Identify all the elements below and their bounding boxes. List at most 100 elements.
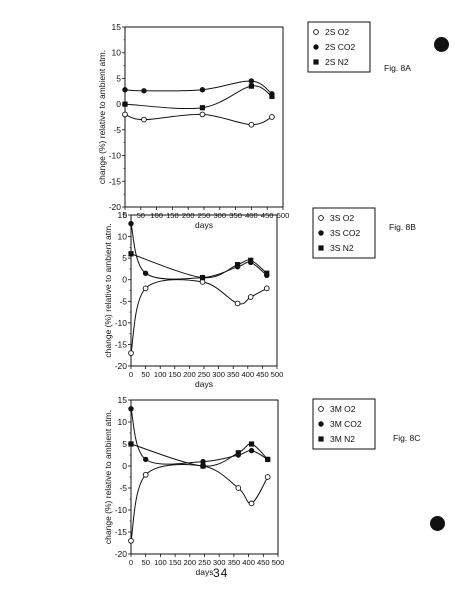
y-tick-label: -5 [119, 483, 127, 493]
series-line-1 [130, 279, 268, 354]
legend-marker [313, 29, 319, 35]
legend-marker [313, 44, 319, 50]
x-tick-label: 50 [141, 558, 149, 567]
y-tick-label: -20 [109, 202, 122, 212]
legend-marker [318, 436, 324, 442]
data-point [141, 88, 147, 94]
data-point [248, 500, 255, 507]
x-tick-label: 100 [154, 558, 167, 567]
data-point [128, 251, 134, 257]
x-tick-label: 0 [129, 558, 133, 567]
data-point [122, 111, 128, 118]
data-point [265, 456, 271, 462]
y-tick-label: -20 [115, 549, 128, 559]
series-line-3 [130, 253, 268, 279]
y-tick-label: -10 [115, 318, 128, 328]
data-point [247, 294, 254, 300]
y-tick-label: 10 [112, 48, 122, 58]
y-tick-label: -10 [109, 151, 122, 161]
y-tick-label: 15 [118, 395, 128, 405]
x-tick-label: 0 [123, 211, 127, 220]
x-axis-label: days [195, 220, 213, 230]
data-point [128, 537, 134, 544]
x-tick-label: 350 [227, 370, 240, 379]
x-tick-label: 150 [169, 558, 182, 567]
data-point [248, 257, 254, 263]
y-tick-label: -15 [109, 176, 122, 186]
y-tick-label: -15 [115, 527, 128, 537]
punch-hole-bottom [430, 516, 445, 531]
x-tick-label: 250 [198, 558, 211, 567]
y-tick-label: 10 [118, 232, 128, 242]
x-tick-label: 500 [277, 211, 290, 220]
data-point [128, 350, 134, 356]
data-point [122, 101, 128, 107]
x-tick-label: 350 [228, 558, 241, 567]
series-line-3 [124, 85, 273, 110]
series-line-3 [130, 443, 269, 467]
legend-entry: 2S O2 [325, 27, 349, 37]
legend-marker [318, 215, 324, 221]
y-tick-label: -20 [115, 361, 128, 371]
data-point [199, 274, 206, 281]
y-tick-label: 15 [112, 22, 122, 32]
y-tick-label: 5 [122, 253, 127, 263]
legend-entry: 3M O2 [330, 404, 356, 414]
legend-marker [313, 59, 319, 65]
data-point [248, 441, 255, 447]
x-tick-label: 300 [212, 370, 225, 379]
data-point [128, 220, 134, 227]
data-point [234, 262, 241, 268]
y-axis-label: change (%) relative to ambient atm. [97, 50, 107, 184]
data-point [141, 116, 147, 123]
figure-label: Fig. 8B [389, 222, 416, 232]
series-line-2 [130, 408, 268, 465]
y-tick-label: -10 [115, 505, 128, 515]
data-point [200, 463, 206, 469]
data-point [128, 406, 134, 412]
data-point [235, 485, 242, 491]
data-point [264, 270, 270, 276]
y-tick-label: 0 [122, 275, 127, 285]
data-point [248, 447, 255, 454]
y-tick-label: 0 [122, 461, 127, 471]
series-line-2 [130, 223, 268, 280]
x-axis-label: days [195, 379, 213, 389]
data-point [122, 87, 128, 93]
y-tick-label: 5 [116, 73, 121, 83]
data-point [269, 93, 275, 100]
plot-frame [130, 399, 279, 555]
data-point [235, 450, 241, 456]
x-tick-label: 200 [183, 370, 196, 379]
data-point [199, 87, 206, 93]
legend-entry: 3M CO2 [330, 419, 362, 429]
x-tick-label: 300 [213, 558, 226, 567]
data-point [248, 83, 254, 89]
x-axis-label: days [196, 567, 214, 577]
x-tick-label: 500 [271, 370, 284, 379]
x-tick-label: 450 [257, 558, 270, 567]
data-point [142, 270, 149, 276]
legend-entry: 3S N2 [330, 243, 354, 253]
x-tick-label: 100 [154, 370, 167, 379]
x-tick-label: 0 [129, 370, 133, 379]
x-tick-label: 50 [141, 370, 149, 379]
y-tick-label: -5 [113, 125, 121, 135]
legend-entry: 3M N2 [330, 434, 355, 444]
legend-entry: 2S N2 [325, 57, 349, 67]
figure-label: Fig. 8C [393, 433, 420, 443]
y-axis-label: change (%) relative to ambient atm. [103, 223, 113, 357]
x-tick-label: 200 [183, 558, 196, 567]
data-point [199, 105, 206, 111]
legend-marker [318, 230, 324, 236]
y-tick-label: 15 [118, 210, 128, 220]
legend-marker [318, 421, 324, 427]
figure-label: Fig. 8A [384, 63, 411, 73]
plot-frame [130, 214, 278, 367]
data-point [264, 474, 271, 480]
data-point [142, 471, 149, 478]
